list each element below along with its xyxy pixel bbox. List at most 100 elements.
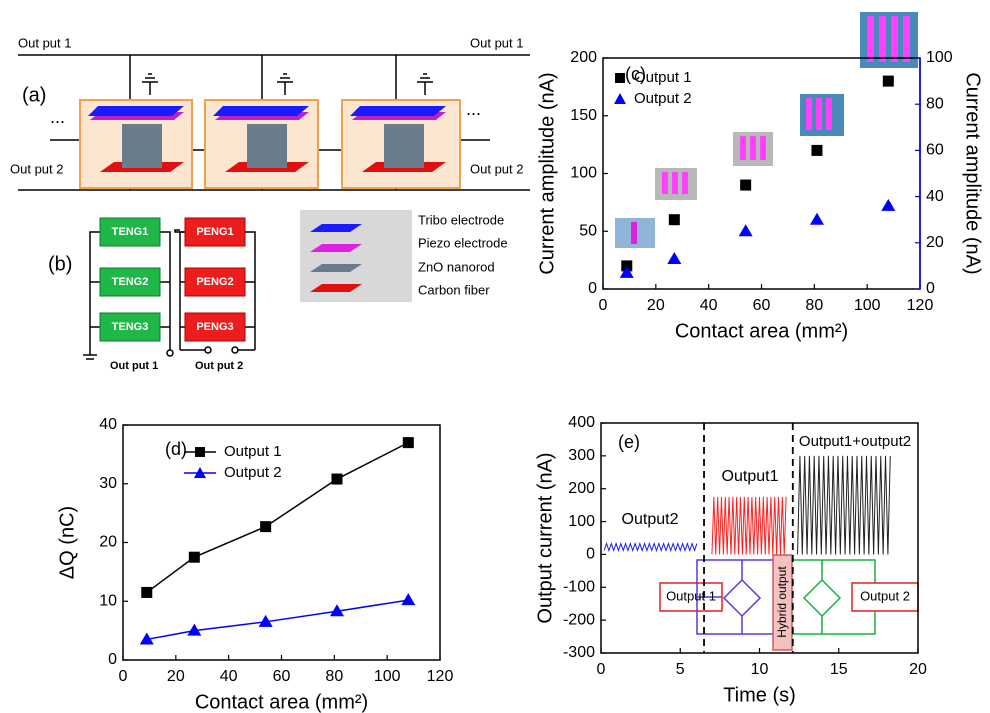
x-tick-label: 40 — [220, 668, 238, 685]
panel-label: (d) — [165, 439, 187, 459]
annotation: Output 1 — [666, 588, 716, 603]
x-tick-label: 80 — [805, 297, 823, 314]
x-tick-label: 10 — [751, 661, 769, 678]
marker — [187, 623, 202, 636]
marker — [809, 212, 824, 225]
circuit-b — [83, 229, 256, 360]
annotation: Output1+output2 — [799, 433, 911, 450]
x-tick-label: 0 — [597, 661, 606, 678]
layer-label: Piezo electrode — [418, 235, 508, 250]
panel-label: (c) — [625, 64, 646, 84]
x-tick-label: 20 — [647, 297, 665, 314]
legend-marker — [614, 93, 626, 104]
x-tick-label: 60 — [273, 668, 291, 685]
panel-label: (b) — [48, 253, 72, 275]
marker — [882, 75, 894, 87]
x-tick-label: 20 — [167, 668, 185, 685]
x-tick-label: 15 — [830, 661, 848, 678]
legend-marker — [615, 73, 625, 83]
y-tick-label: 10 — [99, 592, 117, 609]
y2-tick-label: 40 — [926, 188, 944, 205]
series-line — [603, 542, 698, 553]
y-tick-label: 0 — [108, 651, 117, 668]
y-tick-label: 0 — [586, 546, 595, 563]
inset-images — [615, 12, 918, 248]
marker — [141, 586, 153, 598]
panel-label: (e) — [618, 432, 640, 452]
y2-axis-label: Current amplitude (nA) — [962, 72, 984, 274]
marker — [811, 144, 823, 156]
legend-label: Output 2 — [634, 90, 692, 107]
x-tick-label: 0 — [599, 297, 608, 314]
y-tick-label: 400 — [568, 414, 595, 431]
marker — [667, 251, 682, 264]
y-tick-label: 50 — [579, 222, 597, 239]
marker — [188, 551, 200, 563]
plot-frame — [122, 424, 441, 661]
x-axis-label: Contact area (mm²) — [195, 691, 368, 713]
legend-label: Output 1 — [634, 69, 692, 86]
y2-tick-label: 100 — [926, 49, 953, 66]
y-tick-label: 40 — [99, 416, 117, 433]
peng-label: PENG2 — [196, 276, 233, 288]
panel-label: (a) — [22, 84, 46, 106]
y2-tick-label: 20 — [926, 234, 944, 251]
legend-marker — [194, 467, 206, 478]
ellipsis: ... — [50, 107, 65, 127]
y-axis-label: Current amplitude (nA) — [536, 72, 558, 274]
series-line — [146, 599, 409, 641]
x-tick-label: 120 — [427, 668, 454, 685]
panel-a — [18, 54, 530, 191]
layer-label: Carbon fiber — [418, 282, 490, 297]
marker — [740, 179, 752, 191]
y-tick-label: 100 — [568, 513, 595, 530]
teng-label: TENG1 — [112, 226, 149, 238]
plot-frame — [600, 422, 919, 654]
annotation: Hybrid output — [775, 566, 789, 638]
y-axis-label: Output current (nA) — [534, 452, 556, 623]
annotation: Output1 — [722, 468, 779, 485]
y-tick-label: 30 — [99, 475, 117, 492]
peng-label: PENG3 — [196, 321, 233, 333]
marker — [260, 521, 272, 533]
y-tick-label: 200 — [568, 480, 595, 497]
marker — [139, 632, 154, 645]
y-tick-label: 20 — [99, 534, 117, 551]
marker — [738, 224, 753, 237]
output-label: Out put 2 — [10, 161, 63, 176]
x-tick-label: 60 — [753, 297, 771, 314]
x-tick-label: 100 — [374, 668, 401, 685]
y-tick-label: 200 — [570, 49, 597, 66]
layer-label: ZnO nanorod — [418, 259, 495, 274]
series-line — [797, 455, 891, 555]
x-tick-label: 80 — [325, 668, 343, 685]
y-tick-label: 0 — [588, 280, 597, 297]
marker — [401, 593, 416, 606]
marker — [668, 214, 680, 226]
teng-label: TENG2 — [112, 276, 149, 288]
legend-label: Output 2 — [224, 464, 282, 481]
x-tick-label: 120 — [907, 297, 934, 314]
x-tick-label: 20 — [909, 661, 927, 678]
legend-marker — [195, 447, 205, 457]
x-tick-label: 100 — [854, 297, 881, 314]
x-axis-label: Time (s) — [723, 684, 796, 706]
teng-label: TENG3 — [112, 321, 149, 333]
peng-label: PENG1 — [196, 226, 233, 238]
marker — [258, 614, 273, 627]
y-tick-label: -200 — [563, 611, 595, 628]
output-label: Out put 2 — [470, 161, 523, 176]
marker — [402, 437, 414, 449]
device-cells — [79, 99, 461, 189]
output-label: Out put 1 — [470, 35, 523, 50]
y-tick-label: -300 — [563, 644, 595, 661]
x-tick-label: 5 — [676, 661, 685, 678]
x-tick-label: 0 — [119, 668, 128, 685]
annotation: Output2 — [622, 511, 679, 528]
output-label: Out put 1 — [110, 360, 158, 372]
marker — [619, 265, 634, 278]
layer-label: Tribo electrode — [418, 212, 504, 227]
legend-label: Output 1 — [224, 443, 282, 460]
y-tick-label: 300 — [568, 447, 595, 464]
